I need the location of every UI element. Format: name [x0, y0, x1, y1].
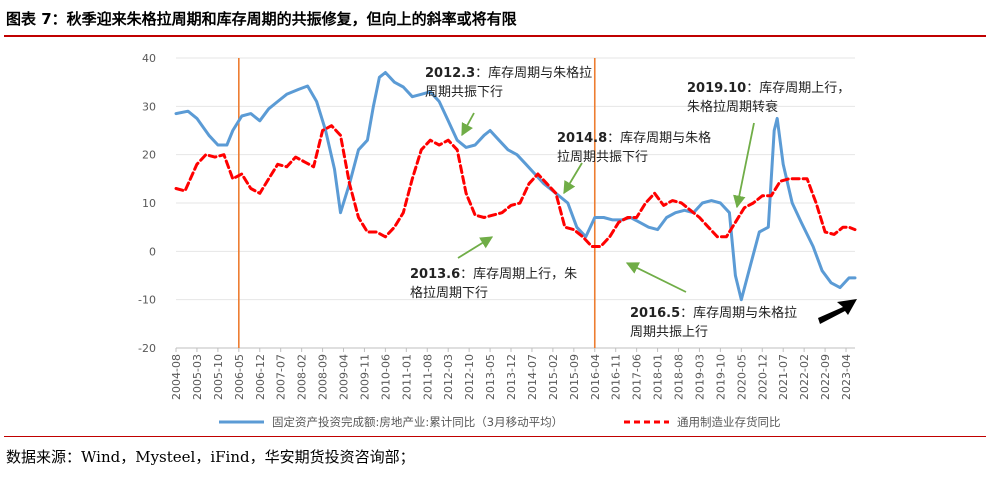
x-tick-label: 2008-02 [296, 354, 309, 400]
annotation-text: 周期共振下行 [425, 85, 504, 100]
vertical-markers [238, 58, 596, 348]
x-tick-label: 2010-06 [379, 354, 392, 400]
x-tick-label: 2013-12 [505, 354, 518, 400]
annotation-text: 拉周期共振下行 [557, 150, 649, 165]
annotation-date: 2016.5 [630, 306, 681, 321]
y-axis: -20 -10 0 10 20 30 40 [138, 52, 156, 355]
annotation-2019-10: 2019.10：库存周期上行， 朱格拉周期转衰 [687, 79, 850, 117]
x-tick-label: 2014-07 [526, 354, 539, 400]
data-source-note: 数据来源：Wind，Mysteel，iFind，华安期货投资咨询部； [6, 448, 415, 466]
annotation-text: 格拉周期下行 [410, 286, 489, 301]
trend-arrow-icon [818, 299, 857, 324]
annotation-2014-8: 2014.8：库存周期与朱格 拉周期共振下行 [557, 129, 711, 167]
x-tick-label: 2011-08 [421, 354, 434, 400]
y-tick-label: -20 [138, 342, 156, 355]
series-lines [174, 71, 857, 302]
x-tick-label: 2018-08 [673, 354, 686, 400]
annotation-text: ：库存周期与朱格拉 [475, 66, 593, 81]
annotation-text: ：库存周期上行，朱 [460, 267, 578, 282]
annotation-date: 2019.10 [687, 81, 747, 96]
arrow-2014 [563, 162, 583, 195]
annotation-text: ：库存周期与朱格拉 [680, 306, 798, 321]
x-tick-label: 2015-02 [547, 354, 560, 400]
x-tick-label: 2006-12 [254, 354, 267, 400]
annotation-date: 2014.8 [557, 131, 608, 146]
y-tick-label: 0 [149, 245, 156, 258]
series-line-manufacturing-inventory [174, 124, 857, 248]
x-tick-label: 2018-01 [652, 354, 665, 400]
x-tick-label: 2019-03 [693, 354, 706, 400]
x-tick-label: 2012-10 [463, 354, 476, 400]
annotation-text: 朱格拉周期转衰 [687, 100, 779, 115]
x-tick-label: 2009-04 [338, 354, 351, 400]
x-tick-label: 2005-03 [191, 354, 204, 400]
x-tick-label: 2016-04 [589, 354, 602, 400]
title-divider [4, 35, 986, 37]
x-tick-label: 2012-03 [442, 354, 455, 400]
x-tick-label: 2017-06 [631, 354, 644, 400]
annotation-2012-3: 2012.3：库存周期与朱格拉 周期共振下行 [425, 64, 592, 102]
x-tick-label: 2023-04 [840, 354, 853, 400]
figure-title: 图表 7：秋季迎来朱格拉周期和库存周期的共振修复，但向上的斜率或将有限 [6, 10, 517, 28]
x-tick-label: 2009-11 [358, 354, 371, 400]
y-tick-label: 10 [142, 197, 156, 210]
x-tick-label: 2006-05 [233, 354, 246, 400]
x-tick-label: 2016-11 [610, 354, 623, 400]
x-tick-label: 2005-10 [212, 354, 225, 400]
x-tick-label: 2022-09 [819, 354, 832, 400]
x-tick-label: 2013-05 [484, 354, 497, 400]
y-tick-label: -10 [138, 294, 156, 307]
annotation-2016-5: 2016.5：库存周期与朱格拉 周期共振上行 [630, 304, 797, 342]
x-tick-label: 2019-10 [714, 354, 727, 400]
arrow-2012 [461, 112, 475, 137]
x-tick-label: 2021-07 [777, 354, 790, 400]
x-tick-label: 2008-09 [317, 354, 330, 400]
x-axis: 2004-08 2005-03 2005-10 2006-05 2006-12 2007-… [170, 347, 855, 400]
arrow-2019 [733, 122, 755, 209]
legend-label-series-2: 通用制造业存货同比 [677, 415, 781, 429]
annotation-date: 2012.3 [425, 66, 476, 81]
x-tick-label: 2011-01 [400, 354, 413, 400]
y-tick-label: 30 [142, 100, 156, 113]
x-tick-label: 2004-08 [170, 354, 183, 400]
y-tick-label: 40 [142, 52, 156, 65]
annotation-2013-6: 2013.6：库存周期上行，朱 格拉周期下行 [410, 265, 577, 303]
annotation-date: 2013.6 [410, 267, 461, 282]
x-tick-label: 2015-09 [568, 354, 581, 400]
annotation-text: ：库存周期与朱格 [607, 131, 712, 146]
y-tick-label: 20 [142, 149, 156, 162]
x-tick-label: 2020-12 [756, 354, 769, 400]
series-line-real-estate-investment [174, 71, 857, 302]
legend-label-series-1: 固定资产投资完成额:房地产业:累计同比（3月移动平均） [272, 415, 563, 429]
footer-divider [4, 436, 986, 437]
legend: 固定资产投资完成额:房地产业:累计同比（3月移动平均） 通用制造业存货同比 [219, 415, 781, 429]
arrow-2013 [457, 236, 494, 259]
arrow-2016 [625, 262, 687, 293]
annotation-arrows [457, 112, 857, 324]
x-tick-label: 2007-07 [275, 354, 288, 400]
annotation-text: ：库存周期上行， [746, 81, 851, 96]
annotation-text: 周期共振上行 [630, 325, 709, 340]
x-tick-label: 2020-05 [735, 354, 748, 400]
x-tick-label: 2022-02 [798, 354, 811, 400]
